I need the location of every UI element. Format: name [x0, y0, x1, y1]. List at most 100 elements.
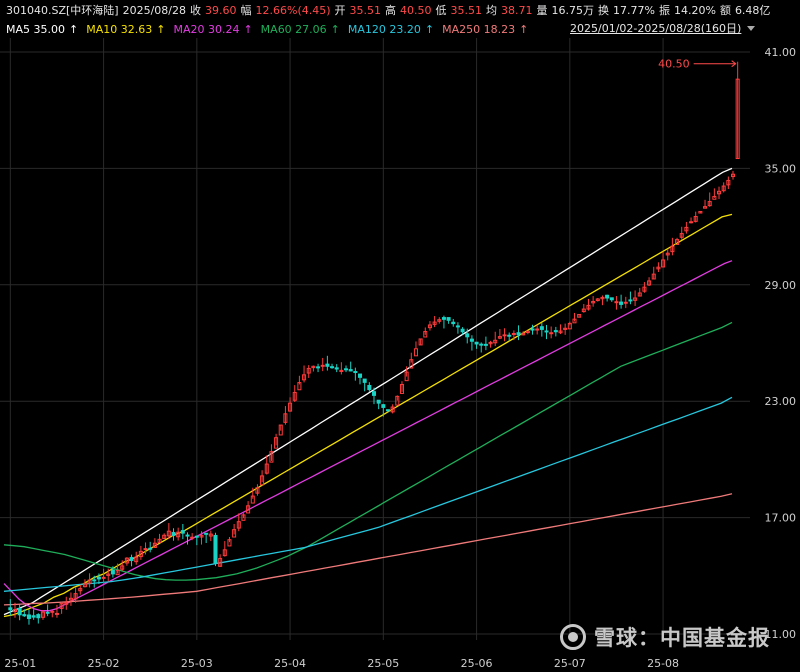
candle: [446, 317, 451, 324]
ma-line-ma60: [3, 321, 733, 581]
candle: [418, 338, 423, 346]
volume-value: 16.75万: [551, 4, 595, 17]
chevron-down-icon[interactable]: [747, 25, 756, 31]
moving-averages: [3, 167, 733, 618]
candle: [171, 528, 176, 541]
ma-legend-item: MA120 23.20: [347, 22, 421, 36]
candle: [698, 210, 703, 214]
candle: [581, 304, 586, 313]
candle: [656, 262, 661, 272]
y-tick-label: 41.00: [765, 46, 797, 59]
candle: [684, 221, 689, 234]
candle: [152, 538, 157, 548]
candle: [143, 542, 148, 555]
candle: [544, 324, 549, 340]
close-label: 收: [190, 4, 201, 17]
candle: [227, 537, 232, 547]
turnover-label: 换: [598, 4, 610, 17]
close-value: 39.60: [205, 3, 237, 17]
candle: [441, 315, 446, 329]
candle: [213, 532, 218, 567]
y-tick-label: 11.00: [765, 628, 797, 641]
candle: [8, 599, 13, 616]
candle: [232, 524, 237, 538]
candle: [166, 523, 171, 540]
candle: [45, 604, 50, 617]
candle: [651, 266, 656, 280]
candle: [106, 568, 111, 582]
candle: [54, 604, 59, 618]
ma-arrow-icon: ↑: [156, 22, 166, 36]
candle: [92, 575, 97, 588]
candle: [283, 406, 288, 425]
candle: [208, 530, 213, 542]
candle: [120, 560, 125, 571]
ma-arrow-icon: ↑: [243, 22, 253, 36]
y-tick-label: 23.00: [765, 395, 797, 408]
quote-date: 2025/08/28: [122, 3, 186, 17]
candle: [129, 554, 134, 567]
candle: [423, 327, 428, 338]
candle: [22, 609, 27, 617]
candle: [479, 342, 484, 353]
stock-code[interactable]: 301040.SZ[中环海陆]: [6, 4, 119, 17]
ma-legend-item: MA250 18.23: [442, 22, 516, 36]
candle: [334, 364, 339, 373]
low-value: 35.51: [450, 3, 483, 17]
candle: [661, 251, 666, 268]
candle: [115, 563, 120, 576]
candle: [264, 455, 269, 475]
candle: [726, 176, 731, 189]
candle: [316, 363, 321, 373]
watermark: 雪球：中国基金报: [560, 622, 770, 652]
candle: [17, 603, 22, 621]
candle: [465, 328, 470, 344]
candle: [157, 533, 162, 543]
candle: [525, 330, 530, 335]
x-tick-label: 25-04: [274, 657, 306, 670]
candle: [399, 381, 404, 394]
candle: [605, 294, 610, 302]
candle: [87, 573, 92, 588]
candle: [558, 324, 563, 335]
candle: [395, 395, 400, 406]
candle: [371, 387, 377, 405]
candle: [670, 237, 675, 256]
avg-label: 均: [486, 4, 498, 17]
candle: [712, 188, 717, 200]
candle: [292, 385, 297, 402]
candle: [148, 541, 153, 553]
ma-legend-item: MA60 27.06: [260, 22, 327, 36]
ma-legend-item: MA5 35.00: [6, 22, 66, 36]
ma-legend-item: MA20 30.24: [173, 22, 240, 36]
candle: [619, 294, 624, 309]
candle: [586, 298, 591, 311]
candle: [12, 602, 18, 618]
date-range-selector[interactable]: 2025/01/02-2025/08/28(160日): [570, 19, 756, 37]
candle: [591, 296, 596, 307]
candle: [497, 329, 502, 340]
candle: [451, 318, 456, 327]
low-label: 低: [435, 4, 447, 17]
open-label: 开: [334, 4, 346, 17]
candle: [50, 610, 55, 618]
candle: [703, 199, 708, 209]
date-range-label[interactable]: 2025/01/02-2025/08/28(160日): [570, 22, 742, 35]
ma-arrow-icon: ↑: [69, 22, 79, 36]
amount-value: 6.48亿: [734, 4, 771, 17]
candle: [162, 533, 167, 540]
ma-arrow-icon: ↑: [424, 22, 435, 36]
candle: [609, 297, 614, 302]
candle: [623, 296, 628, 309]
candle: [567, 321, 572, 330]
candle: [381, 403, 386, 417]
candle: [535, 324, 540, 335]
candle: [73, 587, 78, 603]
candle: [404, 366, 409, 382]
candle: [68, 592, 73, 606]
candle: [730, 170, 736, 180]
candle: [36, 613, 41, 624]
candle: [96, 573, 101, 584]
candles: [8, 61, 740, 625]
